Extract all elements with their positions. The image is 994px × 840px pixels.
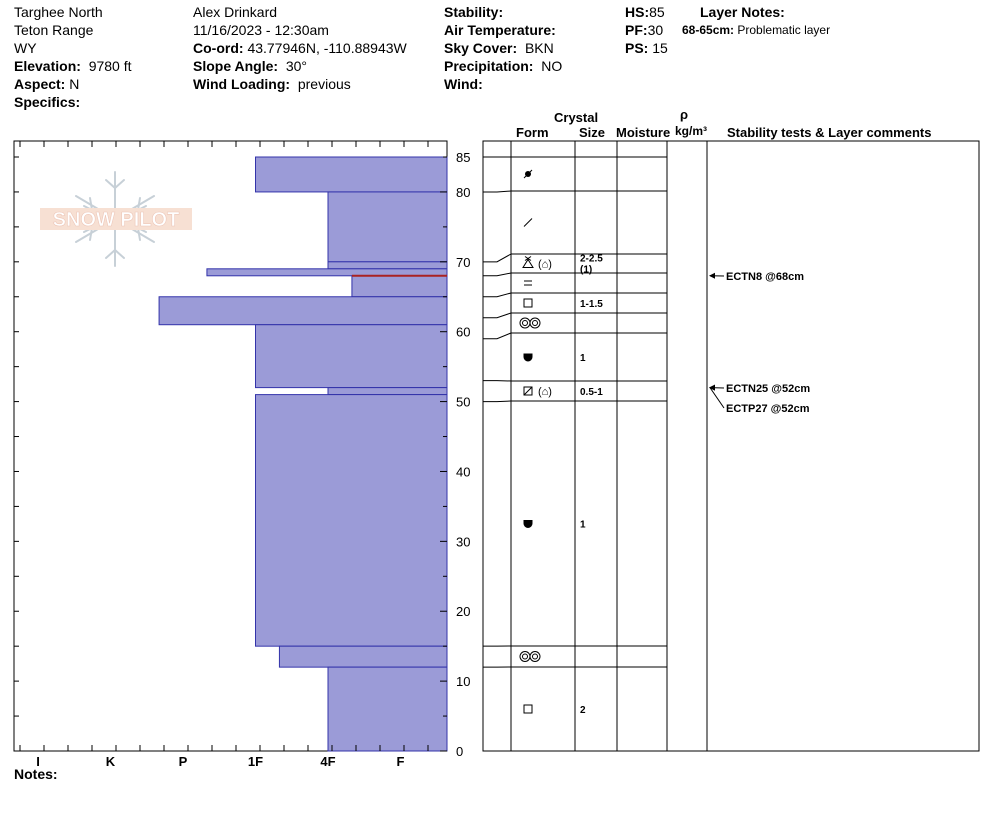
hardness-label: K [106,754,116,769]
crystal-size: 2 [580,705,586,716]
depth-connector [483,190,512,193]
hardness-bar [351,275,448,298]
stability-test-label: ECTN25 @52cm [726,383,810,395]
arrowhead-icon [709,272,715,279]
hardness-bar [327,387,448,396]
hardness-bar [255,394,448,647]
location: Targhee North [14,4,103,20]
size-header: Size [579,125,606,140]
melt-forms-icon [519,651,541,662]
stability-test-label: ECTP27 @52cm [726,403,810,415]
depth-label: 40 [456,464,470,479]
depth-label: 10 [456,674,470,689]
crystal-size: 0.5-1 [580,387,603,398]
rounding-faceted-icon [523,520,533,528]
arrowhead-icon [709,384,715,391]
stability-test-label: ECTN8 @68cm [726,271,804,283]
depth-connector [483,272,512,277]
air-temperature: Air Temperature: [444,22,556,38]
hardness-label: 1F [248,754,263,769]
depth-label: 0 [456,744,463,759]
faceted-rounding-depth-hoar-icon: (⌂) [523,386,552,398]
precipitation-particles-icon [523,218,533,227]
depth-connector [483,253,512,263]
depth-label: 30 [456,534,470,549]
depth-label: 50 [456,395,470,410]
stability: Stability: [444,4,504,20]
density-header: kg/m³ [675,124,708,138]
moisture-header: Moisture [616,125,671,140]
wind-loading: Wind Loading: previous [193,76,351,92]
datetime: 11/16/2023 - 12:30am [193,22,329,38]
crystal-table: (⌂) 2-2.5(1) 1-1.5 1 (⌂) 0.5-1 1 2 ECTN8 @68cm EC… [482,140,980,752]
header-col-1: Targhee North Teton Range WY Elevation: … [14,3,132,111]
svg-text:SNOW PILOT: SNOW PILOT [53,209,180,231]
aspect: Aspect: N [14,76,80,92]
wind: Wind: [444,76,483,92]
depth-connector [483,400,512,403]
hardness-label: P [179,754,188,769]
hardness-label: I [36,754,40,769]
stability-test-arrow [709,387,725,409]
crystal-size-secondary: (1) [580,265,592,276]
faceted-icon [523,298,533,308]
hardness-bar [327,261,448,270]
rounding-faceted-icon [523,353,533,362]
melt-forms-icon [519,317,541,329]
elevation: Elevation: 9780 ft [14,58,132,74]
hs: HS:85 [625,4,665,20]
crystal-size: 1 [580,520,586,531]
pf: PF:30 [625,22,664,38]
header-col-2: Alex Drinkard 11/16/2023 - 12:30am Co-or… [193,3,407,93]
crystal-size: 1-1.5 [580,299,603,310]
depth-connector [483,312,512,319]
observer: Alex Drinkard [193,4,278,20]
crystal-size: 2-2.5 [580,254,603,265]
hardness-bar [255,324,448,389]
hardness-label: F [397,754,405,769]
header-col-3: Stability: Air Temperature: Sky Cover: B… [444,3,562,93]
form-header: Form [516,125,549,140]
decomposing-icon [523,169,533,179]
header-col-4: HS:85 PF:30 PS: 15 [625,3,668,57]
notes-label: Notes: [14,766,58,782]
svg-text:(⌂): (⌂) [538,386,552,398]
comments-header: Stability tests & Layer comments [727,125,932,140]
depth-label: 85 [456,150,470,165]
hardness-bar [327,666,448,752]
depth-label: 60 [456,325,470,340]
hardness-bar [158,296,448,326]
crystal-header: Crystal [554,110,599,125]
crystal-size: 1 [580,353,586,364]
coordinates: Co-ord: 43.77946N, -110.88943W [193,40,407,56]
ps: PS: 15 [625,40,668,56]
svg-text:(⌂): (⌂) [538,259,552,271]
hardness-bar [206,268,448,277]
depth-connector [483,292,512,298]
crust-icon [524,280,532,286]
rho-header: ρ [680,107,689,122]
range: Teton Range [14,22,94,38]
hardness-bar [278,645,448,668]
snow-pilot-logo: SNOW PILOT [40,171,192,267]
hardness-bar [255,156,448,193]
hardness-label: 4F [320,754,335,769]
table-frame [482,140,980,752]
depth-label: 70 [456,255,470,270]
layer-notes-title: Layer Notes: [700,4,785,20]
precipitation: Precipitation: NO [444,58,563,74]
slope-angle: Slope Angle: 30° [193,58,307,74]
surface-hoar-depth-hoar-icon: (⌂) [522,256,552,271]
layer-note: 68-65cm: Problematic layer [682,23,831,37]
specifics: Specifics: [14,94,81,110]
faceted-icon [523,704,533,714]
depth-connector [483,332,512,340]
hardness-chart: I K P 1F 4F F 0 10 20 30 40 50 60 70 80 85 [13,140,470,769]
depth-label: 20 [456,604,470,619]
sky-cover: Sky Cover: BKN [444,40,554,56]
hardness-bar [327,191,448,263]
depth-label: 80 [456,185,470,200]
state: WY [14,40,37,56]
